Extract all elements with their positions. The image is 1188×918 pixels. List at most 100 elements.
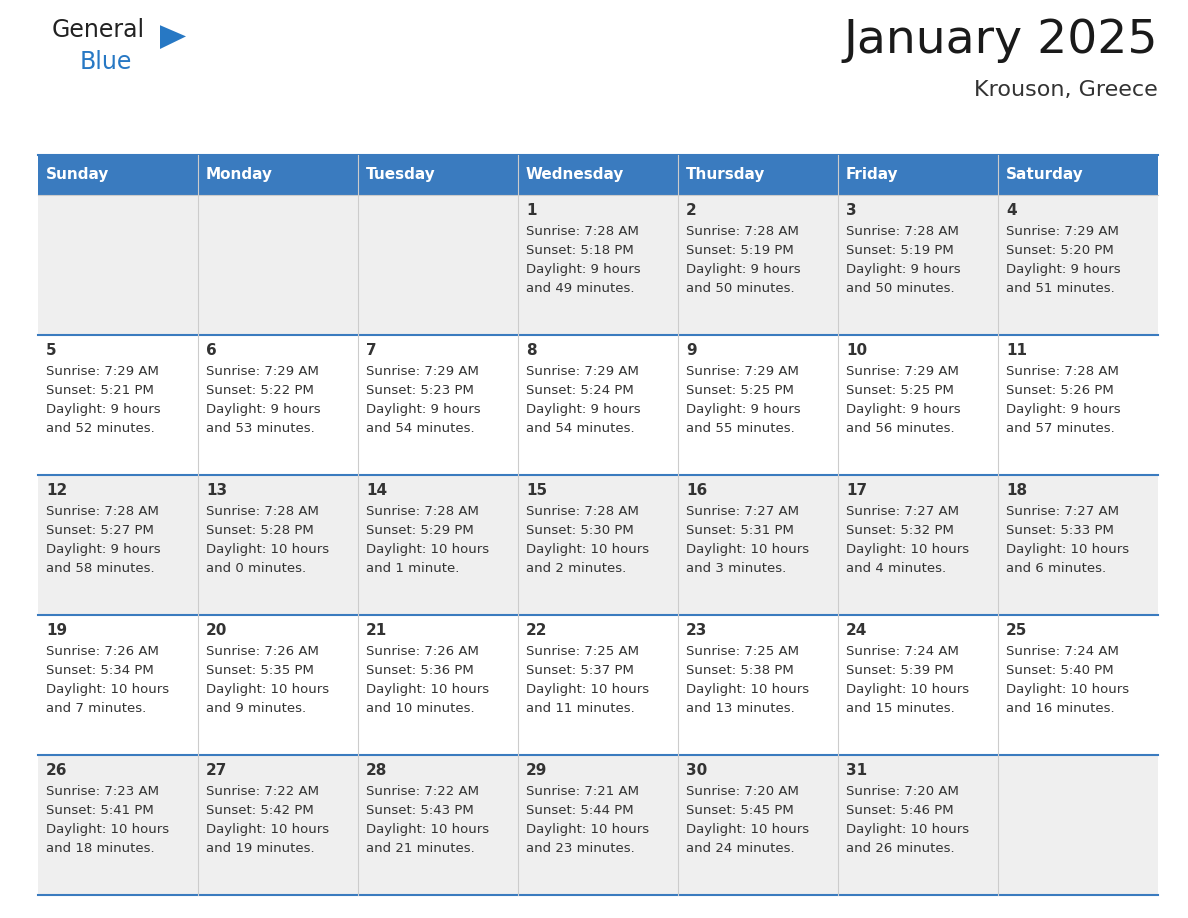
Text: Sunrise: 7:28 AM: Sunrise: 7:28 AM bbox=[526, 505, 639, 518]
Text: and 1 minute.: and 1 minute. bbox=[366, 562, 460, 575]
Text: Daylight: 10 hours: Daylight: 10 hours bbox=[685, 543, 809, 556]
Text: and 6 minutes.: and 6 minutes. bbox=[1006, 562, 1106, 575]
Text: Daylight: 9 hours: Daylight: 9 hours bbox=[526, 263, 640, 276]
Text: Tuesday: Tuesday bbox=[366, 167, 436, 183]
Text: Sunrise: 7:24 AM: Sunrise: 7:24 AM bbox=[1006, 645, 1119, 658]
Text: Sunset: 5:36 PM: Sunset: 5:36 PM bbox=[366, 664, 474, 677]
Text: 7: 7 bbox=[366, 343, 377, 358]
Bar bbox=[358, 335, 518, 475]
Bar bbox=[998, 755, 1158, 895]
Bar bbox=[838, 475, 998, 615]
Text: Daylight: 9 hours: Daylight: 9 hours bbox=[846, 263, 961, 276]
Text: 16: 16 bbox=[685, 483, 707, 498]
Text: and 16 minutes.: and 16 minutes. bbox=[1006, 702, 1114, 715]
Text: Friday: Friday bbox=[846, 167, 898, 183]
Text: Daylight: 9 hours: Daylight: 9 hours bbox=[46, 543, 160, 556]
Bar bbox=[998, 155, 1158, 195]
Text: Sunset: 5:42 PM: Sunset: 5:42 PM bbox=[206, 804, 314, 817]
Text: Sunrise: 7:28 AM: Sunrise: 7:28 AM bbox=[526, 225, 639, 238]
Text: and 7 minutes.: and 7 minutes. bbox=[46, 702, 146, 715]
Text: Daylight: 9 hours: Daylight: 9 hours bbox=[206, 403, 321, 416]
Bar bbox=[38, 475, 198, 615]
Text: Sunrise: 7:27 AM: Sunrise: 7:27 AM bbox=[1006, 505, 1119, 518]
Text: 20: 20 bbox=[206, 623, 227, 638]
Text: and 53 minutes.: and 53 minutes. bbox=[206, 422, 315, 435]
Text: Sunrise: 7:28 AM: Sunrise: 7:28 AM bbox=[206, 505, 318, 518]
Bar bbox=[518, 335, 678, 475]
Text: and 56 minutes.: and 56 minutes. bbox=[846, 422, 955, 435]
Text: Sunset: 5:27 PM: Sunset: 5:27 PM bbox=[46, 524, 154, 537]
Text: Sunrise: 7:29 AM: Sunrise: 7:29 AM bbox=[366, 365, 479, 378]
Bar bbox=[38, 615, 198, 755]
Bar bbox=[838, 155, 998, 195]
Bar bbox=[518, 755, 678, 895]
Text: Daylight: 10 hours: Daylight: 10 hours bbox=[526, 823, 649, 836]
Text: Daylight: 10 hours: Daylight: 10 hours bbox=[685, 823, 809, 836]
Text: Daylight: 9 hours: Daylight: 9 hours bbox=[1006, 263, 1120, 276]
Text: Sunrise: 7:23 AM: Sunrise: 7:23 AM bbox=[46, 785, 159, 798]
Text: Daylight: 10 hours: Daylight: 10 hours bbox=[846, 823, 969, 836]
Bar bbox=[198, 195, 358, 335]
Text: Daylight: 10 hours: Daylight: 10 hours bbox=[526, 683, 649, 696]
Text: and 58 minutes.: and 58 minutes. bbox=[46, 562, 154, 575]
Text: 1: 1 bbox=[526, 203, 537, 218]
Text: Sunrise: 7:28 AM: Sunrise: 7:28 AM bbox=[846, 225, 959, 238]
Text: 12: 12 bbox=[46, 483, 68, 498]
Text: Sunrise: 7:29 AM: Sunrise: 7:29 AM bbox=[206, 365, 318, 378]
Polygon shape bbox=[160, 25, 187, 49]
Bar bbox=[838, 335, 998, 475]
Text: 21: 21 bbox=[366, 623, 387, 638]
Text: and 21 minutes.: and 21 minutes. bbox=[366, 842, 475, 855]
Text: Daylight: 10 hours: Daylight: 10 hours bbox=[206, 683, 329, 696]
Text: and 50 minutes.: and 50 minutes. bbox=[685, 282, 795, 295]
Text: and 15 minutes.: and 15 minutes. bbox=[846, 702, 955, 715]
Text: Sunset: 5:29 PM: Sunset: 5:29 PM bbox=[366, 524, 474, 537]
Text: Daylight: 10 hours: Daylight: 10 hours bbox=[526, 543, 649, 556]
Text: Sunset: 5:45 PM: Sunset: 5:45 PM bbox=[685, 804, 794, 817]
Text: Sunrise: 7:25 AM: Sunrise: 7:25 AM bbox=[685, 645, 800, 658]
Text: Daylight: 10 hours: Daylight: 10 hours bbox=[366, 543, 489, 556]
Text: 10: 10 bbox=[846, 343, 867, 358]
Text: January 2025: January 2025 bbox=[843, 18, 1158, 63]
Text: Sunrise: 7:21 AM: Sunrise: 7:21 AM bbox=[526, 785, 639, 798]
Text: Sunrise: 7:22 AM: Sunrise: 7:22 AM bbox=[206, 785, 320, 798]
Text: Sunset: 5:30 PM: Sunset: 5:30 PM bbox=[526, 524, 633, 537]
Bar bbox=[678, 615, 838, 755]
Text: 11: 11 bbox=[1006, 343, 1026, 358]
Text: Blue: Blue bbox=[80, 50, 132, 74]
Text: Daylight: 10 hours: Daylight: 10 hours bbox=[206, 823, 329, 836]
Text: Sunrise: 7:28 AM: Sunrise: 7:28 AM bbox=[1006, 365, 1119, 378]
Text: Sunset: 5:31 PM: Sunset: 5:31 PM bbox=[685, 524, 794, 537]
Text: 9: 9 bbox=[685, 343, 696, 358]
Text: and 24 minutes.: and 24 minutes. bbox=[685, 842, 795, 855]
Bar bbox=[518, 475, 678, 615]
Bar bbox=[678, 195, 838, 335]
Text: 31: 31 bbox=[846, 763, 867, 778]
Text: and 4 minutes.: and 4 minutes. bbox=[846, 562, 946, 575]
Text: Sunset: 5:18 PM: Sunset: 5:18 PM bbox=[526, 244, 633, 257]
Text: 14: 14 bbox=[366, 483, 387, 498]
Text: Sunset: 5:41 PM: Sunset: 5:41 PM bbox=[46, 804, 153, 817]
Text: Daylight: 9 hours: Daylight: 9 hours bbox=[366, 403, 481, 416]
Bar bbox=[358, 155, 518, 195]
Text: and 54 minutes.: and 54 minutes. bbox=[366, 422, 475, 435]
Text: Sunrise: 7:26 AM: Sunrise: 7:26 AM bbox=[366, 645, 479, 658]
Text: Sunrise: 7:29 AM: Sunrise: 7:29 AM bbox=[526, 365, 639, 378]
Text: Sunset: 5:37 PM: Sunset: 5:37 PM bbox=[526, 664, 634, 677]
Text: Sunrise: 7:22 AM: Sunrise: 7:22 AM bbox=[366, 785, 479, 798]
Text: Sunset: 5:22 PM: Sunset: 5:22 PM bbox=[206, 384, 314, 397]
Bar bbox=[198, 755, 358, 895]
Text: Sunset: 5:46 PM: Sunset: 5:46 PM bbox=[846, 804, 954, 817]
Text: 3: 3 bbox=[846, 203, 857, 218]
Text: and 57 minutes.: and 57 minutes. bbox=[1006, 422, 1114, 435]
Text: Krouson, Greece: Krouson, Greece bbox=[974, 80, 1158, 100]
Bar bbox=[678, 335, 838, 475]
Bar bbox=[678, 755, 838, 895]
Bar bbox=[38, 155, 198, 195]
Text: Daylight: 9 hours: Daylight: 9 hours bbox=[685, 263, 801, 276]
Bar bbox=[518, 195, 678, 335]
Text: and 0 minutes.: and 0 minutes. bbox=[206, 562, 307, 575]
Text: Saturday: Saturday bbox=[1006, 167, 1083, 183]
Text: Sunset: 5:40 PM: Sunset: 5:40 PM bbox=[1006, 664, 1113, 677]
Bar bbox=[998, 615, 1158, 755]
